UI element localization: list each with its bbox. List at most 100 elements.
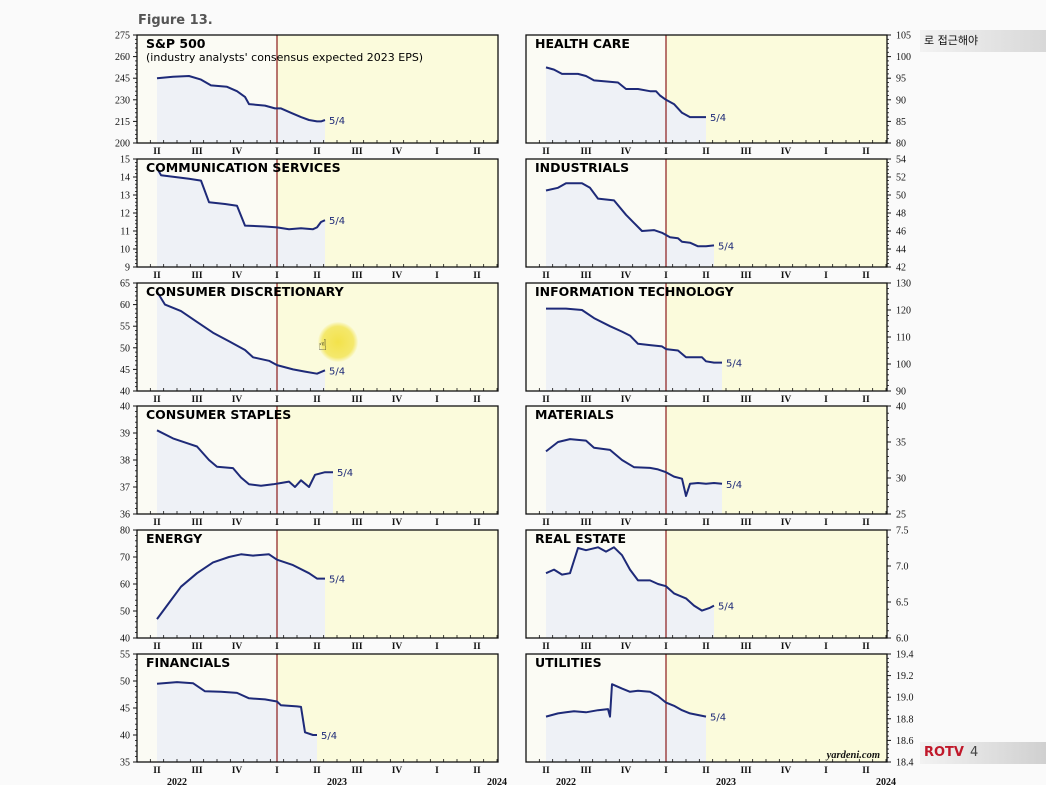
panel-frame	[525, 653, 888, 763]
y-tick-label: 19.0	[896, 693, 914, 704]
series-line	[546, 307, 722, 364]
y-tick-label: 95	[896, 74, 906, 85]
quarter-label: III	[740, 642, 751, 652]
y-tick-label: 40	[120, 731, 130, 742]
y-tick-label: 37	[120, 483, 130, 494]
quarter-label: I	[275, 147, 279, 157]
panel-title: INDUSTRIALS	[535, 160, 629, 175]
y-tick-label: 60	[120, 580, 130, 591]
quarter-label: III	[580, 271, 591, 281]
quarter-label: III	[191, 395, 202, 405]
year-label: 2022	[556, 777, 576, 785]
quarter-label: II	[473, 642, 481, 652]
quarter-label: II	[862, 642, 870, 652]
y-tick-label: 45	[120, 365, 130, 376]
channel-brand: ROTV	[924, 745, 964, 760]
quarter-label: IV	[781, 766, 792, 776]
panel-subtitle: (industry analysts' consensus expected 2…	[146, 51, 423, 64]
quarter-label: I	[824, 147, 828, 157]
y-tick-label: 105	[896, 31, 911, 42]
end-label: 5/4	[726, 359, 742, 370]
y-tick-label: 50	[120, 607, 130, 618]
quarter-label: I	[824, 766, 828, 776]
quarter-label: II	[702, 271, 710, 281]
panel-frame	[525, 405, 888, 515]
y-tick-label: 35	[120, 758, 130, 769]
quarter-label: I	[435, 147, 439, 157]
quarter-label: II	[542, 147, 550, 157]
quarter-label: I	[824, 642, 828, 652]
quarter-label: IV	[232, 518, 243, 528]
panel-title: CONSUMER STAPLES	[146, 407, 291, 422]
y-tick-label: 6.5	[896, 598, 909, 609]
quarter-label: III	[351, 147, 362, 157]
quarter-label: II	[473, 271, 481, 281]
series-area	[157, 554, 325, 638]
y-tick-label: 36	[120, 510, 130, 521]
channel-number: 4	[970, 745, 979, 760]
panel-title: FINANCIALS	[146, 655, 230, 670]
y-tick-label: 90	[896, 387, 906, 398]
y-tick-label: 80	[120, 526, 130, 537]
quarter-label: IV	[781, 395, 792, 405]
y-tick-label: 35	[896, 438, 906, 449]
quarter-label: II	[542, 766, 550, 776]
panel-title: ENERGY	[146, 531, 203, 546]
series-line	[156, 75, 326, 123]
quarter-label: IV	[232, 766, 243, 776]
series-area	[546, 439, 722, 514]
y-tick-label: 50	[120, 343, 130, 354]
quarter-label: I	[435, 518, 439, 528]
quarter-label: IV	[392, 147, 403, 157]
quarter-label: II	[313, 766, 321, 776]
quarter-label: II	[862, 518, 870, 528]
quarter-label: III	[580, 766, 591, 776]
series-line	[156, 167, 326, 231]
y-tick-label: 120	[896, 306, 911, 317]
panel-frame	[525, 34, 888, 144]
quarter-label: II	[702, 395, 710, 405]
panel-frame	[525, 529, 888, 639]
quarter-label: III	[580, 147, 591, 157]
y-tick-label: 46	[896, 227, 906, 238]
panel-title: REAL ESTATE	[535, 531, 626, 546]
quarter-label: III	[191, 642, 202, 652]
y-tick-label: 18.4	[896, 758, 914, 769]
quarter-label: II	[473, 766, 481, 776]
y-tick-label: 7.5	[896, 526, 909, 537]
quarter-label: III	[740, 147, 751, 157]
quarter-label: II	[313, 518, 321, 528]
series-line	[545, 546, 715, 612]
quarter-label: I	[664, 147, 668, 157]
y-tick-label: 85	[896, 117, 906, 128]
panel-title: UTILITIES	[535, 655, 602, 670]
quarter-label: III	[191, 271, 202, 281]
y-tick-label: 40	[120, 634, 130, 645]
quarter-label: IV	[621, 271, 632, 281]
y-tick-label: 260	[115, 52, 130, 63]
figure-label: Figure 13.	[138, 13, 213, 28]
quarter-label: II	[153, 766, 161, 776]
hand-cursor-icon: ☝	[318, 336, 328, 354]
quarter-label: II	[702, 766, 710, 776]
quarter-label: III	[351, 518, 362, 528]
quarter-label: II	[702, 518, 710, 528]
y-tick-label: 6.0	[896, 634, 909, 645]
quarter-label: I	[664, 395, 668, 405]
quarter-label: II	[313, 147, 321, 157]
quarter-label: IV	[781, 518, 792, 528]
end-label: 5/4	[718, 241, 734, 252]
series-area	[546, 308, 722, 391]
y-tick-label: 45	[120, 704, 130, 715]
quarter-label: IV	[232, 395, 243, 405]
series-area	[157, 76, 325, 143]
quarter-label: II	[153, 518, 161, 528]
quarter-label: III	[740, 518, 751, 528]
quarter-label: I	[275, 766, 279, 776]
quarter-label: III	[740, 766, 751, 776]
y-tick-label: 18.6	[896, 736, 914, 747]
panel-frame	[136, 282, 499, 392]
